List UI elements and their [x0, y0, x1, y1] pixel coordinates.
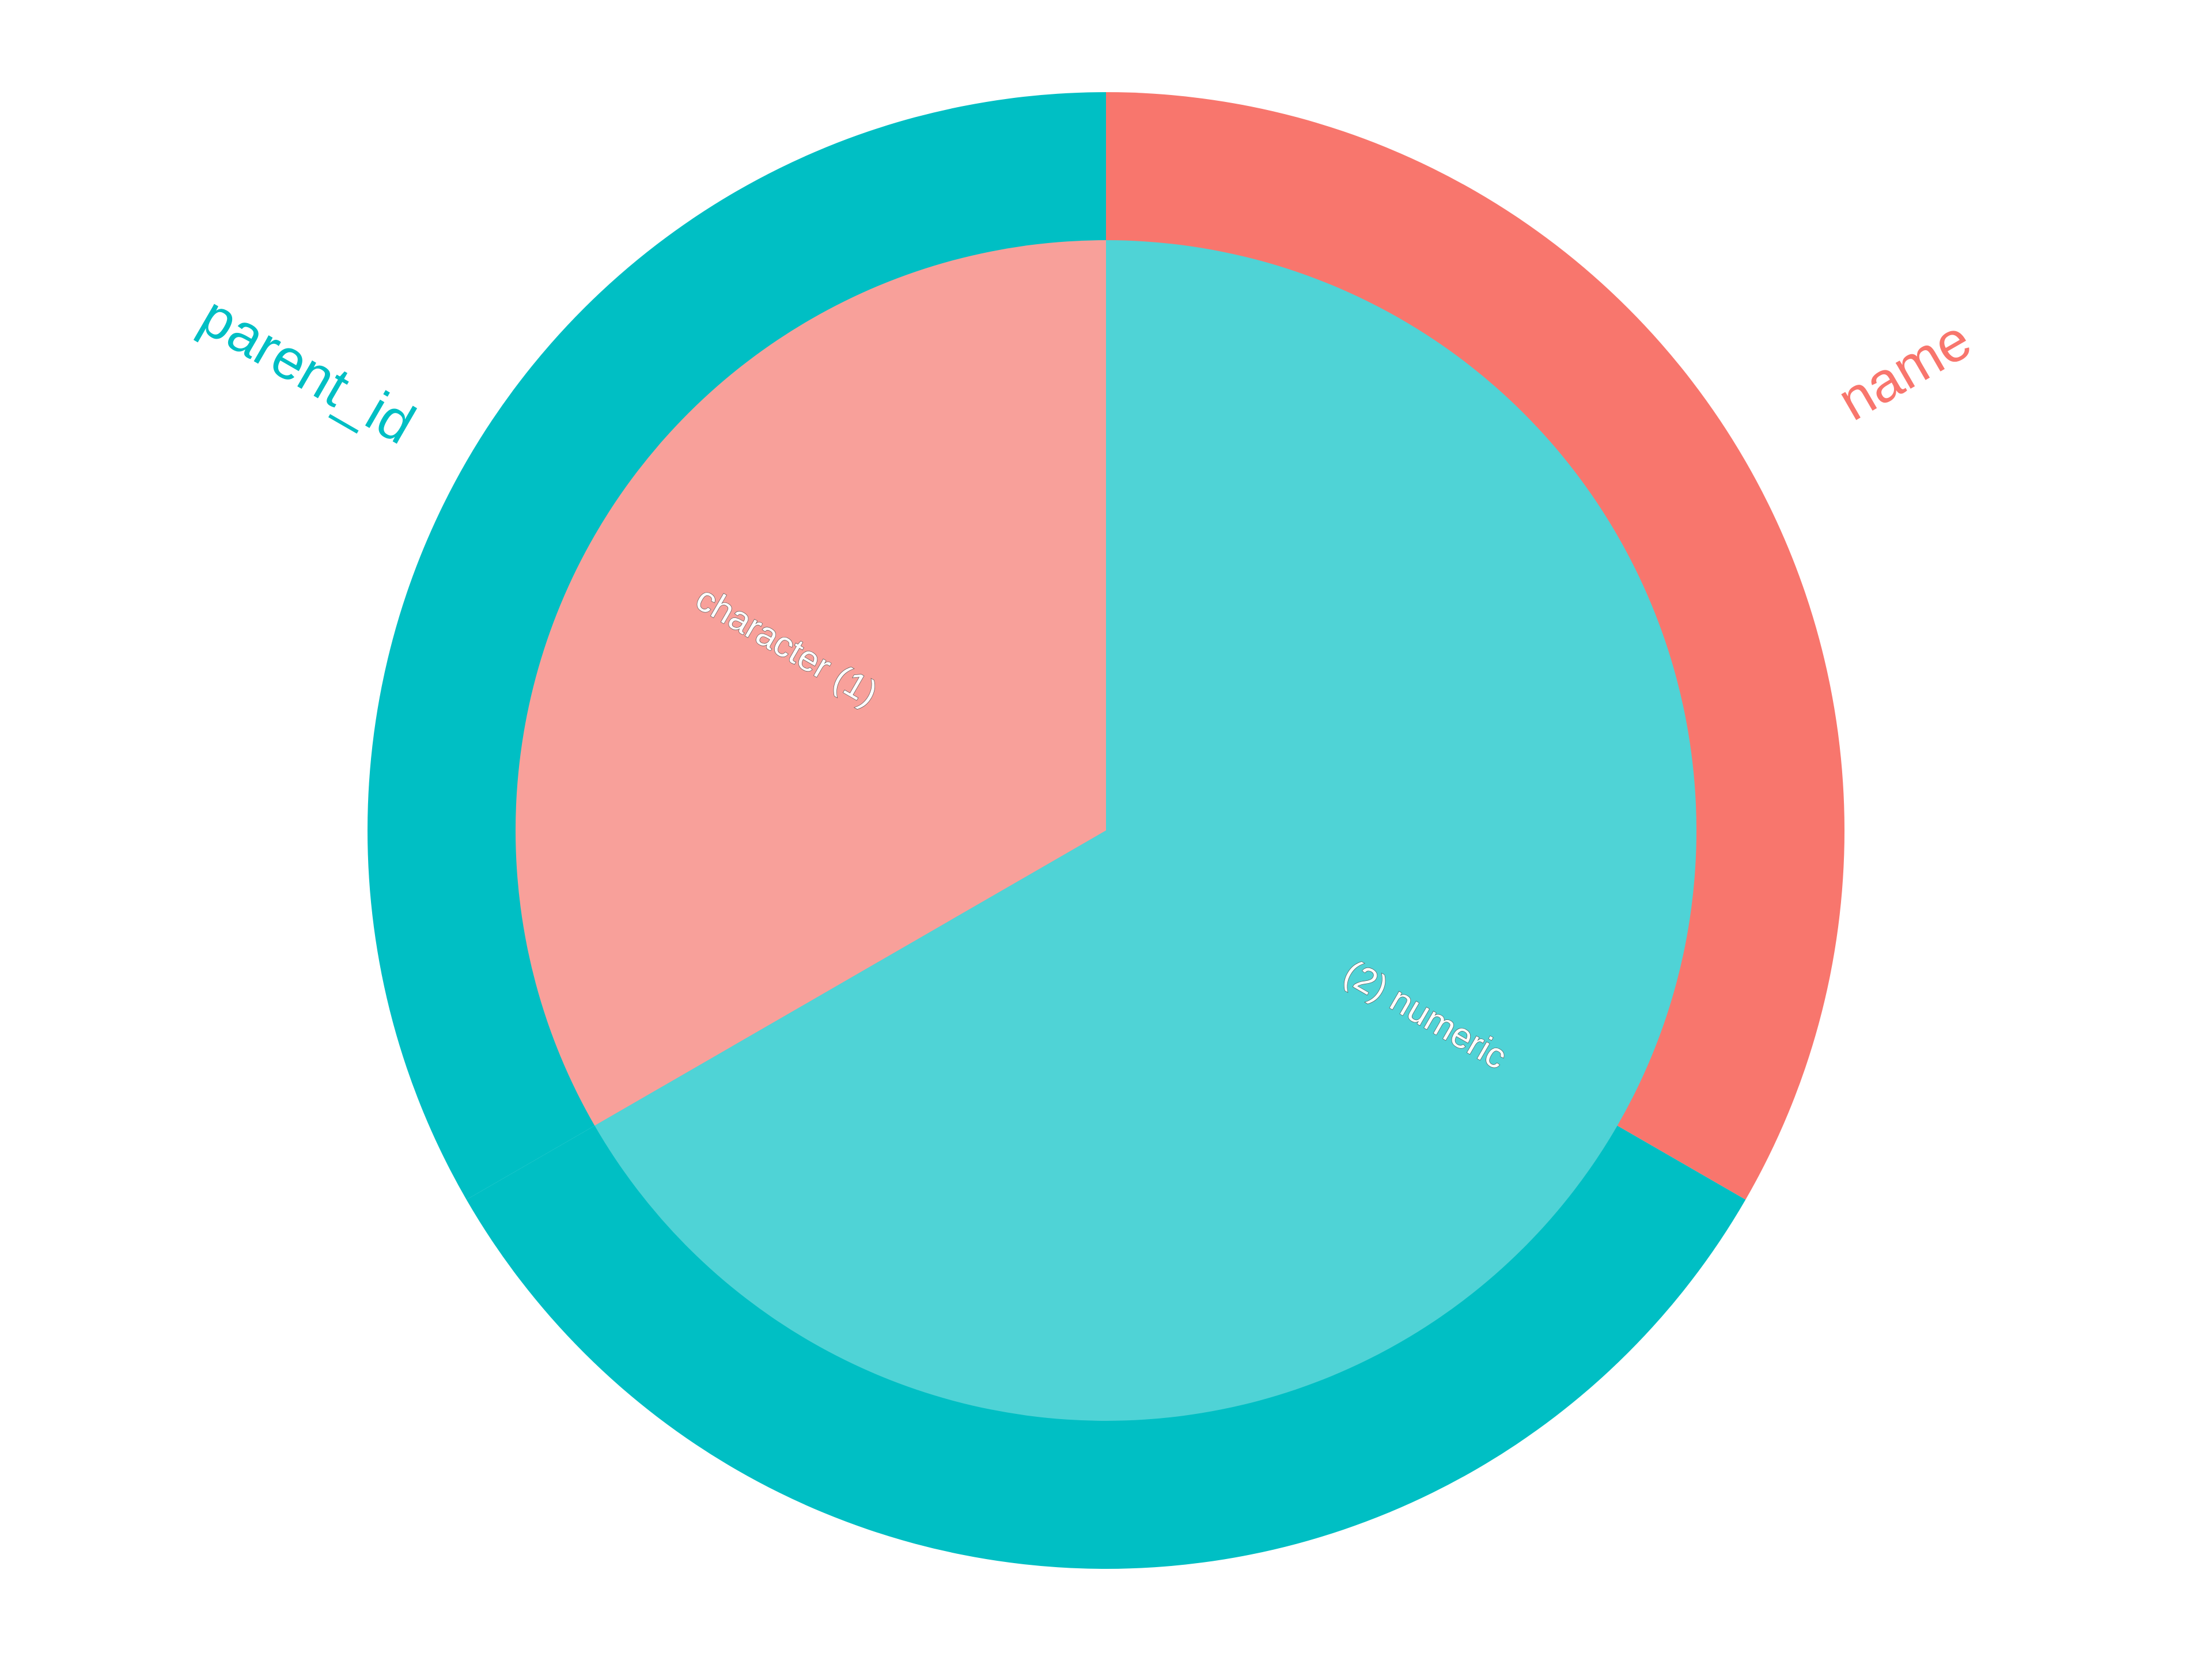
outer-label-parent-id: parent_id: [190, 283, 426, 456]
inner-slice-character-1: [516, 240, 1107, 1126]
inner-slice-2-numeric: [594, 240, 1696, 1421]
outer-label-name: name: [1827, 307, 1981, 433]
inner-pie: [516, 240, 1696, 1421]
